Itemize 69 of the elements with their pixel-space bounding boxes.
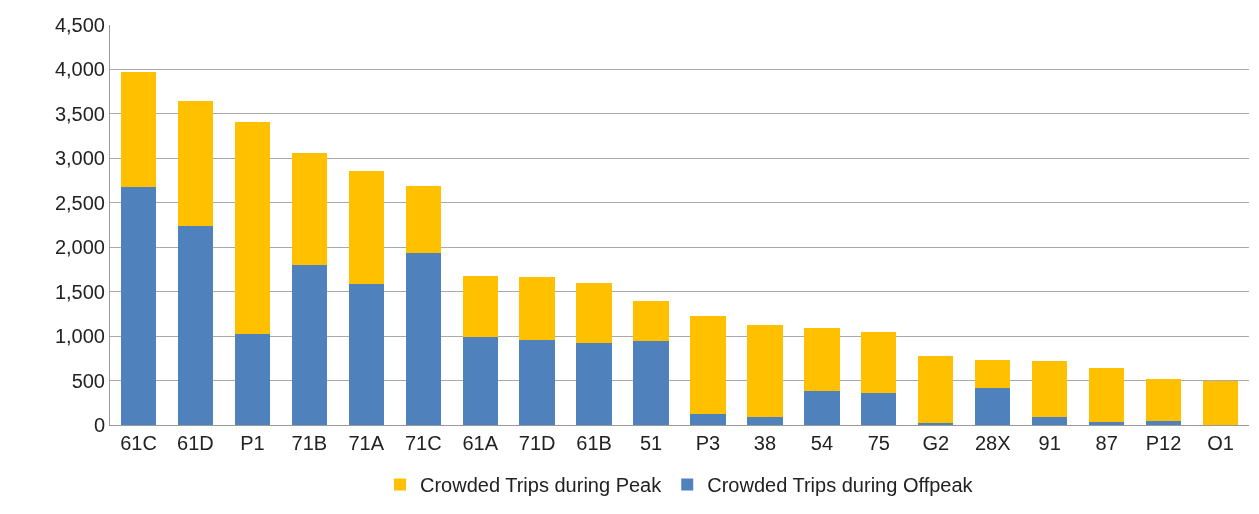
bar <box>177 100 214 226</box>
bar <box>234 121 271 335</box>
bar <box>291 265 327 425</box>
bar <box>804 328 840 392</box>
x-tick-label: 71D <box>518 432 556 454</box>
bar <box>348 170 384 284</box>
x-tick-label: P3 <box>695 432 721 454</box>
bar <box>747 324 783 417</box>
x-tick-label: 91 <box>1038 432 1061 454</box>
x-tick-label: 71A <box>348 432 385 454</box>
x-tick-label: 71B <box>291 432 328 454</box>
bar <box>633 340 669 425</box>
bar <box>120 186 157 425</box>
bar <box>975 387 1011 425</box>
bar <box>861 393 897 425</box>
bar <box>120 72 157 187</box>
x-tick-label: P12 <box>1145 432 1182 454</box>
bar <box>690 414 726 425</box>
x-tick-label: 51 <box>639 432 663 454</box>
bar <box>348 283 384 425</box>
x-tick-label: 61C <box>120 432 157 454</box>
bar <box>804 391 840 425</box>
bar <box>519 339 555 425</box>
y-tick-label: 1,500 <box>54 280 105 303</box>
y-tick-label: 2,000 <box>54 236 105 259</box>
y-tick-label: 0 <box>93 414 105 436</box>
y-tick-label: 2,500 <box>54 191 105 214</box>
y-tick-label: 500 <box>71 369 105 392</box>
bar <box>576 343 612 425</box>
bar <box>747 417 783 425</box>
x-tick-label: P1 <box>240 432 265 454</box>
bar <box>291 153 327 265</box>
bar <box>462 337 498 425</box>
x-tick-label: 54 <box>810 432 834 454</box>
bar <box>918 355 954 424</box>
bar <box>975 360 1011 388</box>
y-tick-label: 1,000 <box>54 325 105 348</box>
y-tick-label: 3,000 <box>54 147 105 170</box>
bar <box>1032 417 1068 425</box>
bar <box>633 300 669 341</box>
y-tick-label: 4,000 <box>54 58 105 81</box>
x-tick-label: 75 <box>867 432 890 454</box>
bar <box>405 185 441 254</box>
bar <box>861 331 897 393</box>
x-tick-label: 61B <box>576 432 612 454</box>
bar <box>405 253 441 425</box>
x-tick-label: G2 <box>922 432 950 454</box>
bar <box>234 334 271 425</box>
bar <box>519 276 555 340</box>
bar <box>177 225 214 425</box>
x-tick-label: 38 <box>753 432 777 454</box>
y-tick-label: 4,500 <box>54 14 105 36</box>
legend-label: Crowded Trips during Offpeak <box>707 474 974 497</box>
legend-label: Crowded Trips during Peak <box>420 474 663 497</box>
x-tick-label: 61A <box>462 432 499 454</box>
x-tick-label: 28X <box>974 432 1011 454</box>
bar <box>576 282 612 344</box>
x-tick-label: 61D <box>177 432 214 454</box>
bar <box>1088 368 1125 423</box>
x-tick-label: O1 <box>1207 432 1234 454</box>
bar <box>1088 422 1125 425</box>
bar <box>1145 378 1182 421</box>
y-tick-label: 3,500 <box>54 102 105 125</box>
bar <box>1032 361 1068 417</box>
bar <box>462 275 498 337</box>
bar <box>690 315 726 415</box>
x-tick-label: 71C <box>404 432 442 454</box>
x-tick-label: 87 <box>1095 432 1118 454</box>
bar <box>1202 380 1239 425</box>
